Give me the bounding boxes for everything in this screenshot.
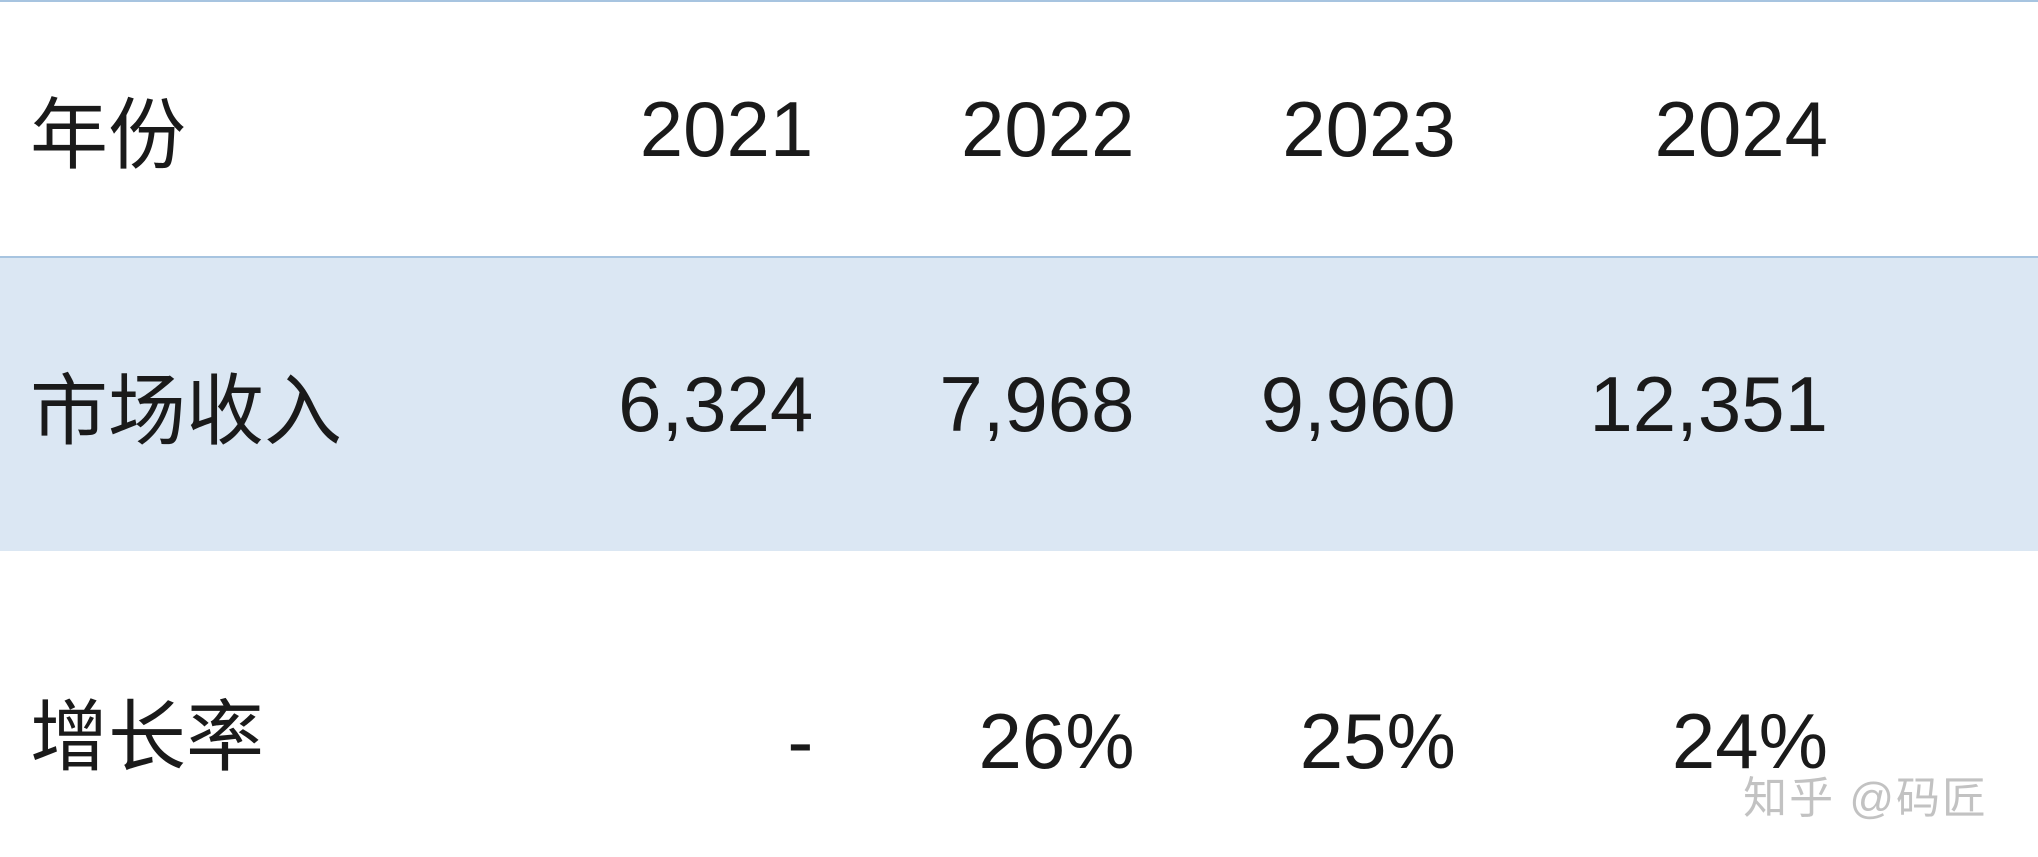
table-row-revenue: 市场收入 6,324 7,968 9,960 12,351 bbox=[0, 257, 2038, 551]
growth-2023: 25% bbox=[1175, 551, 1496, 857]
header-year-2024: 2024 bbox=[1496, 1, 2038, 257]
header-year-2022: 2022 bbox=[853, 1, 1174, 257]
revenue-2022: 7,968 bbox=[853, 257, 1174, 551]
header-year-2021: 2021 bbox=[532, 1, 853, 257]
revenue-2021: 6,324 bbox=[532, 257, 853, 551]
revenue-2024: 12,351 bbox=[1496, 257, 2038, 551]
row-label-revenue: 市场收入 bbox=[0, 257, 532, 551]
table-header-row: 年份 2021 2022 2023 2024 bbox=[0, 1, 2038, 257]
header-year-2023: 2023 bbox=[1175, 1, 1496, 257]
revenue-2023: 9,960 bbox=[1175, 257, 1496, 551]
growth-2021: - bbox=[532, 551, 853, 857]
table-row-growth: 增长率 - 26% 25% 24% bbox=[0, 551, 2038, 857]
growth-2022: 26% bbox=[853, 551, 1174, 857]
growth-2024: 24% bbox=[1496, 551, 2038, 857]
data-table: 年份 2021 2022 2023 2024 市场收入 6,324 7,968 … bbox=[0, 0, 2038, 857]
row-label-growth: 增长率 bbox=[0, 551, 532, 857]
header-label-year: 年份 bbox=[0, 1, 532, 257]
